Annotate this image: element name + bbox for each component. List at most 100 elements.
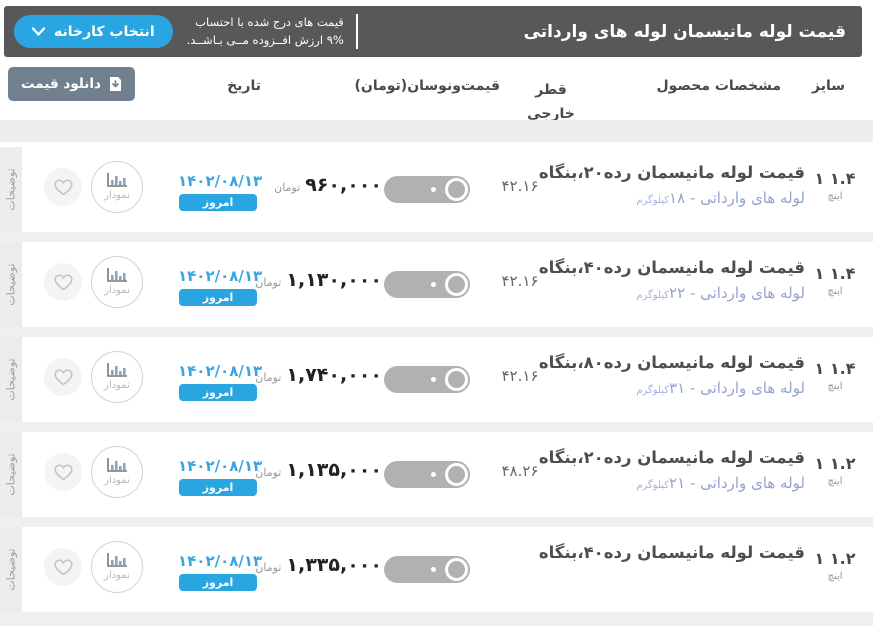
bar-chart-icon <box>107 268 127 282</box>
row-card: ۱ ۱.۴ اینچ قیمت لوله مانیسمان رده۲۰،بنگا… <box>22 147 873 232</box>
favorite-button[interactable] <box>44 358 82 396</box>
row-details-tab[interactable]: توضیحات <box>0 337 22 422</box>
row-card: ۱ ۱.۴ اینچ قیمت لوله مانیسمان رده۴۰،بنگا… <box>22 242 873 327</box>
favorite-button[interactable] <box>44 263 82 301</box>
favorite-button[interactable] <box>44 548 82 586</box>
date-cell: ۱۴۰۲/۰۸/۱۳ امروز <box>178 267 263 306</box>
select-factory-label: انتخاب کارخانه <box>54 23 155 40</box>
row-card: ۱ ۱.۲ اینچ قیمت لوله مانیسمان رده۴۰،بنگا… <box>22 527 873 612</box>
chart-button[interactable]: نمودار <box>91 161 143 213</box>
price-cell: ۱,۳۳۵,۰۰۰تومان <box>255 554 382 576</box>
today-badge[interactable]: امروز <box>179 479 257 496</box>
weight-unit: کیلوگرم <box>636 480 670 491</box>
chart-button-label: نمودار <box>104 570 130 581</box>
today-badge[interactable]: امروز <box>179 574 257 591</box>
price-cell: ۹۶۰,۰۰۰ تومان <box>274 174 382 196</box>
date-cell: ۱۴۰۲/۰۸/۱۳ امروز <box>178 457 263 496</box>
row-details-tab[interactable]: توضیحات <box>0 527 22 612</box>
vat-note-line2: ۹% ارزش افــزوده مــی بـاشــد. <box>186 32 344 47</box>
row-card: ۱ ۱.۴ اینچ قیمت لوله مانیسمان رده۸۰،بنگا… <box>22 337 873 422</box>
row-details-tab[interactable]: توضیحات <box>0 432 22 517</box>
column-header-diameter: قطر خارجی <box>527 82 575 122</box>
today-badge[interactable]: امروز <box>179 289 257 306</box>
download-price-label: دانلود قیمت <box>21 76 101 92</box>
toggle-dot <box>431 282 436 287</box>
vat-note-line1: قیمت های درج شده با احتساب <box>195 14 344 29</box>
date-value: ۱۴۰۲/۰۸/۱۳ <box>178 457 263 475</box>
price-value: ۱,۱۳۰,۰۰۰ <box>286 269 382 291</box>
table-row: توضیحات ۱ ۱.۲ اینچ قیمت لوله مانیسمان رد… <box>0 527 873 612</box>
table-row: توضیحات ۱ ۱.۴ اینچ قیمت لوله مانیسمان رد… <box>0 242 873 327</box>
size-cell: ۱ ۱.۴ اینچ <box>814 264 856 297</box>
chart-button[interactable]: نمودار <box>91 446 143 498</box>
date-value: ۱۴۰۲/۰۸/۱۳ <box>178 267 263 285</box>
heart-icon <box>53 179 73 195</box>
column-header-size: سایز <box>812 78 845 94</box>
table-row: توضیحات ۱ ۱.۴ اینچ قیمت لوله مانیسمان رد… <box>0 147 873 232</box>
page-header: قیمت لوله مانیسمان لوله های وارداتی قیمت… <box>4 6 862 57</box>
toggle-knob <box>445 368 468 391</box>
column-header-price: قیمت‌ونوسان(تومان) <box>354 78 500 94</box>
size-cell: ۱ ۱.۴ اینچ <box>814 359 856 392</box>
product-cell: قیمت لوله مانیسمان رده۲۰،بنگاه لوله های … <box>538 163 805 207</box>
date-value: ۱۴۰۲/۰۸/۱۳ <box>178 552 263 570</box>
weight-unit: کیلوگرم <box>636 385 670 396</box>
table-header: سایز مشخصات محصول قطر خارجی قیمت‌ونوسان(… <box>0 57 873 122</box>
product-cell: قیمت لوله مانیسمان رده۴۰،بنگاه <box>538 543 805 562</box>
favorite-button[interactable] <box>44 168 82 206</box>
price-fluctuation-toggle[interactable] <box>384 271 470 298</box>
price-cell: ۱,۱۳۵,۰۰۰ تومان <box>255 459 382 481</box>
table-row: توضیحات ۱ ۱.۲ اینچ قیمت لوله مانیسمان رد… <box>0 432 873 517</box>
price-table-rows: توضیحات ۱ ۱.۴ اینچ قیمت لوله مانیسمان رد… <box>0 142 873 626</box>
row-details-tab[interactable]: توضیحات <box>0 147 22 232</box>
price-value: ۱,۷۴۰,۰۰۰ <box>286 364 382 386</box>
price-fluctuation-toggle[interactable] <box>384 556 470 583</box>
today-badge[interactable]: امروز <box>179 384 257 401</box>
bar-chart-icon <box>107 458 127 472</box>
outer-diameter-value: ۴۲.۱۶ <box>501 272 539 290</box>
price-cell: ۱,۱۳۰,۰۰۰ تومان <box>255 269 382 291</box>
product-cell: قیمت لوله مانیسمان رده۲۰،بنگاه لوله های … <box>538 448 805 492</box>
currency-label: تومان <box>255 276 282 289</box>
size-cell: ۱ ۱.۲ اینچ <box>814 454 856 487</box>
today-badge[interactable]: امروز <box>179 194 257 211</box>
chevron-down-icon <box>32 27 45 36</box>
chart-button[interactable]: نمودار <box>91 351 143 403</box>
toggle-dot <box>431 472 436 477</box>
column-header-date: تاریخ <box>227 78 261 94</box>
price-fluctuation-toggle[interactable] <box>384 176 470 203</box>
row-details-tab[interactable]: توضیحات <box>0 242 22 327</box>
size-cell: ۱ ۱.۴ اینچ <box>814 169 856 202</box>
date-value: ۱۴۰۲/۰۸/۱۳ <box>178 362 263 380</box>
chart-button[interactable]: نمودار <box>91 256 143 308</box>
price-fluctuation-toggle[interactable] <box>384 461 470 488</box>
chart-button-label: نمودار <box>104 475 130 486</box>
currency-label: تومان <box>274 181 301 194</box>
bar-chart-icon <box>107 173 127 187</box>
download-price-button[interactable]: دانلود قیمت <box>8 67 135 101</box>
chart-button-label: نمودار <box>104 190 130 201</box>
currency-label: تومان <box>255 371 282 384</box>
toggle-dot <box>431 377 436 382</box>
price-value: ۹۶۰,۰۰۰ <box>305 174 382 196</box>
page-title: قیمت لوله مانیسمان لوله های وارداتی <box>523 21 846 42</box>
heart-icon <box>53 369 73 385</box>
date-value: ۱۴۰۲/۰۸/۱۳ <box>178 172 263 190</box>
select-factory-button[interactable]: انتخاب کارخانه <box>14 15 173 48</box>
date-cell: ۱۴۰۲/۰۸/۱۳ امروز <box>178 172 263 211</box>
chart-button[interactable]: نمودار <box>91 541 143 593</box>
table-row: توضیحات ۱ ۱.۴ اینچ قیمت لوله مانیسمان رد… <box>0 337 873 422</box>
currency-label: تومان <box>255 466 282 479</box>
toggle-knob <box>445 558 468 581</box>
weight-unit: کیلوگرم <box>636 195 670 206</box>
toggle-dot <box>431 187 436 192</box>
weight-unit: کیلوگرم <box>636 290 670 301</box>
toggle-knob <box>445 273 468 296</box>
row-card: ۱ ۱.۲ اینچ قیمت لوله مانیسمان رده۲۰،بنگا… <box>22 432 873 517</box>
price-cell: ۱,۷۴۰,۰۰۰ تومان <box>255 364 382 386</box>
column-header-product: مشخصات محصول <box>656 78 781 94</box>
toggle-dot <box>431 567 436 572</box>
vat-note: قیمت های درج شده با احتساب ۹% ارزش افــز… <box>186 13 358 50</box>
price-fluctuation-toggle[interactable] <box>384 366 470 393</box>
favorite-button[interactable] <box>44 453 82 491</box>
